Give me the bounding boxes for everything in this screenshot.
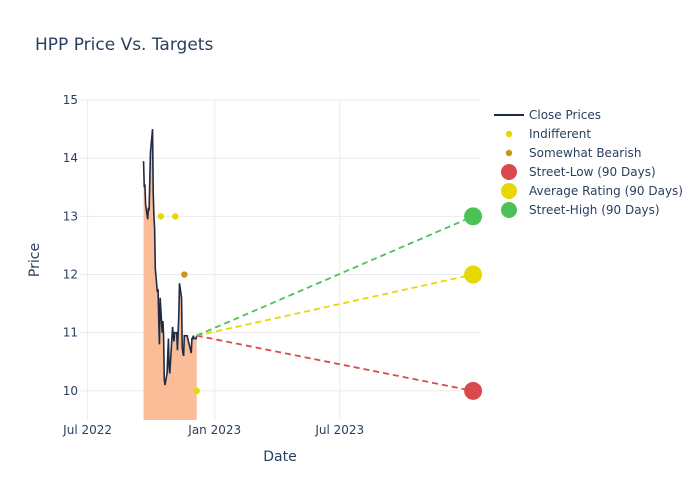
legend-label: Indifferent [529, 127, 591, 141]
legend-swatch-marker [505, 149, 513, 157]
y-tick-label: 12 [63, 268, 78, 282]
close-price-area [143, 129, 197, 420]
legend-swatch-marker [501, 164, 517, 180]
y-tick-label: 10 [63, 384, 78, 398]
target-lines [196, 207, 483, 400]
x-tick-label: Jan 2023 [187, 423, 241, 437]
y-tick-label: 13 [63, 209, 78, 223]
legend-label: Street-High (90 Days) [529, 203, 660, 217]
rating-point [181, 271, 188, 278]
target-line-street-low [196, 334, 474, 392]
axes: 10 11 12 13 14 15 Jul 2022 Jan 2023 Jul 2023 [62, 93, 364, 437]
x-tick-label: Jul 2022 [62, 423, 112, 437]
legend-item[interactable]: Street-High (90 Days) [501, 202, 660, 218]
rating-points [157, 213, 200, 395]
legend-swatch-marker [505, 130, 513, 138]
legend-label: Somewhat Bearish [529, 146, 641, 160]
legend-item[interactable]: Somewhat Bearish [505, 146, 642, 160]
target-line-street-high [196, 215, 474, 337]
close-price-line [142, 129, 198, 386]
close-price-line-group [142, 129, 198, 386]
target-marker-street-high [464, 207, 483, 226]
y-tick-label: 11 [63, 326, 78, 340]
legend-item[interactable]: Indifferent [505, 127, 592, 141]
rating-point [193, 387, 200, 395]
x-tick-label: Jul 2023 [314, 423, 364, 437]
legend-item[interactable]: Average Rating (90 Days) [501, 183, 683, 199]
grid [80, 99, 480, 420]
legend-label: Close Prices [529, 108, 601, 122]
rating-point [157, 213, 165, 220]
y-tick-label: 15 [63, 93, 78, 107]
chart-title: HPP Price Vs. Targets [35, 35, 213, 55]
legend[interactable]: Close Prices Indifferent Somewhat Bearish S… [494, 108, 683, 218]
legend-item[interactable]: Street-Low (90 Days) [501, 164, 656, 180]
legend-label: Street-Low (90 Days) [529, 165, 656, 179]
target-marker-average [464, 265, 483, 284]
target-line-average [196, 273, 474, 337]
rating-point [172, 213, 179, 220]
x-axis-title: Date [263, 449, 296, 465]
legend-swatch-marker [501, 183, 517, 199]
legend-label: Average Rating (90 Days) [529, 184, 683, 198]
target-marker-street-low [464, 381, 483, 400]
close-price-fill [143, 129, 197, 420]
y-tick-label: 14 [63, 151, 78, 165]
y-axis-title: Price [27, 243, 43, 277]
legend-swatch-marker [501, 202, 517, 218]
legend-item[interactable]: Close Prices [494, 108, 601, 122]
